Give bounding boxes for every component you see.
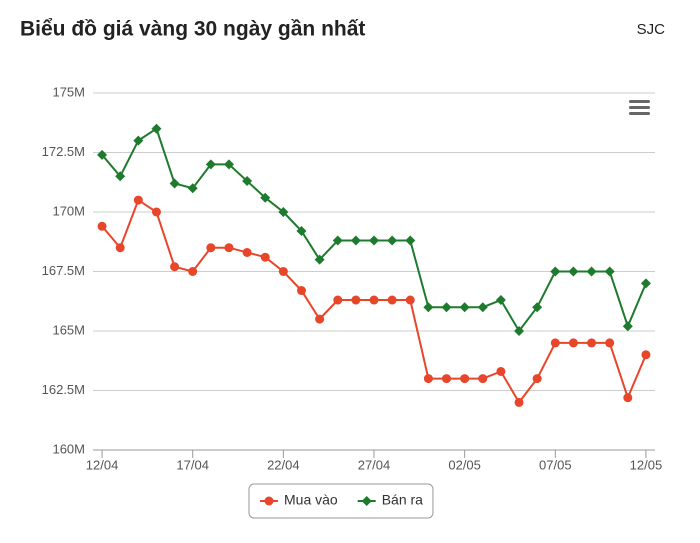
- marker: [242, 247, 252, 257]
- legend-item[interactable]: Mua vào: [260, 492, 338, 508]
- marker: [296, 286, 306, 296]
- marker: [260, 192, 271, 203]
- marker: [387, 235, 398, 246]
- marker: [333, 295, 343, 305]
- chart-title: Biểu đồ giá vàng 30 ngày gần nhất: [20, 18, 365, 41]
- y-tick-label: 175M: [52, 84, 85, 99]
- y-tick-label: 160M: [52, 441, 85, 456]
- marker: [151, 123, 162, 134]
- marker: [332, 235, 343, 246]
- marker: [477, 302, 488, 313]
- marker: [604, 266, 615, 277]
- x-tick-label: 02/05: [448, 457, 481, 472]
- marker: [206, 243, 216, 253]
- marker: [495, 295, 506, 306]
- marker: [586, 266, 597, 277]
- legend-label: Mua vào: [284, 492, 338, 508]
- marker: [115, 243, 125, 253]
- marker: [296, 226, 307, 237]
- marker: [188, 267, 198, 276]
- marker: [350, 235, 361, 246]
- marker: [550, 266, 561, 277]
- marker: [478, 374, 488, 384]
- marker: [170, 262, 180, 272]
- marker: [405, 235, 416, 246]
- menu-bar: [629, 112, 650, 115]
- legend-label: Bán ra: [382, 492, 423, 508]
- x-tick-label: 17/04: [176, 457, 209, 472]
- marker: [514, 397, 524, 407]
- marker: [151, 207, 161, 217]
- x-tick-label: 12/05: [630, 457, 663, 472]
- marker: [133, 135, 144, 146]
- menu-button[interactable]: [628, 98, 650, 118]
- x-tick-label: 12/04: [86, 457, 119, 472]
- y-tick-label: 170M: [52, 203, 85, 218]
- y-tick-label: 167.5M: [42, 263, 85, 278]
- marker: [205, 159, 216, 170]
- marker: [351, 295, 361, 305]
- marker: [314, 254, 325, 265]
- marker: [459, 302, 470, 313]
- marker: [568, 266, 579, 277]
- y-tick-label: 172.5M: [42, 144, 85, 159]
- marker: [587, 338, 597, 348]
- x-tick-label: 22/04: [267, 457, 300, 472]
- marker: [568, 338, 578, 348]
- marker: [623, 393, 633, 403]
- marker: [514, 326, 525, 336]
- marker: [460, 374, 470, 384]
- y-tick-label: 165M: [52, 322, 85, 337]
- marker: [133, 195, 143, 205]
- marker: [550, 338, 560, 348]
- marker: [97, 149, 108, 160]
- legend[interactable]: Mua vào Bán ra: [248, 483, 434, 519]
- marker: [423, 302, 434, 313]
- marker: [115, 171, 126, 182]
- marker: [224, 243, 234, 253]
- marker: [278, 207, 289, 217]
- marker: [405, 295, 415, 305]
- marker: [496, 366, 506, 376]
- marker: [315, 314, 325, 324]
- marker: [442, 374, 452, 384]
- legend-item[interactable]: Bán ra: [357, 492, 423, 508]
- marker: [387, 295, 397, 305]
- menu-bar: [629, 100, 650, 103]
- x-tick-label: 27/04: [358, 457, 391, 472]
- marker: [532, 302, 543, 313]
- marker: [369, 235, 379, 246]
- chart-subtitle: SJC: [637, 21, 666, 38]
- marker: [622, 321, 633, 332]
- legend-box: [248, 483, 434, 519]
- marker: [369, 295, 379, 305]
- marker: [264, 496, 274, 506]
- marker: [423, 374, 433, 384]
- marker: [97, 221, 107, 231]
- marker: [187, 183, 198, 194]
- marker: [223, 159, 234, 170]
- marker: [278, 267, 288, 276]
- menu-bar: [629, 106, 650, 109]
- x-tick-label: 07/05: [539, 457, 572, 472]
- marker: [441, 302, 452, 313]
- marker: [641, 350, 651, 360]
- marker: [361, 496, 372, 506]
- y-tick-label: 162.5M: [42, 382, 85, 397]
- marker: [640, 278, 651, 289]
- marker: [242, 176, 253, 187]
- marker: [605, 338, 615, 348]
- marker: [532, 374, 542, 384]
- marker: [260, 252, 270, 262]
- marker: [169, 178, 180, 189]
